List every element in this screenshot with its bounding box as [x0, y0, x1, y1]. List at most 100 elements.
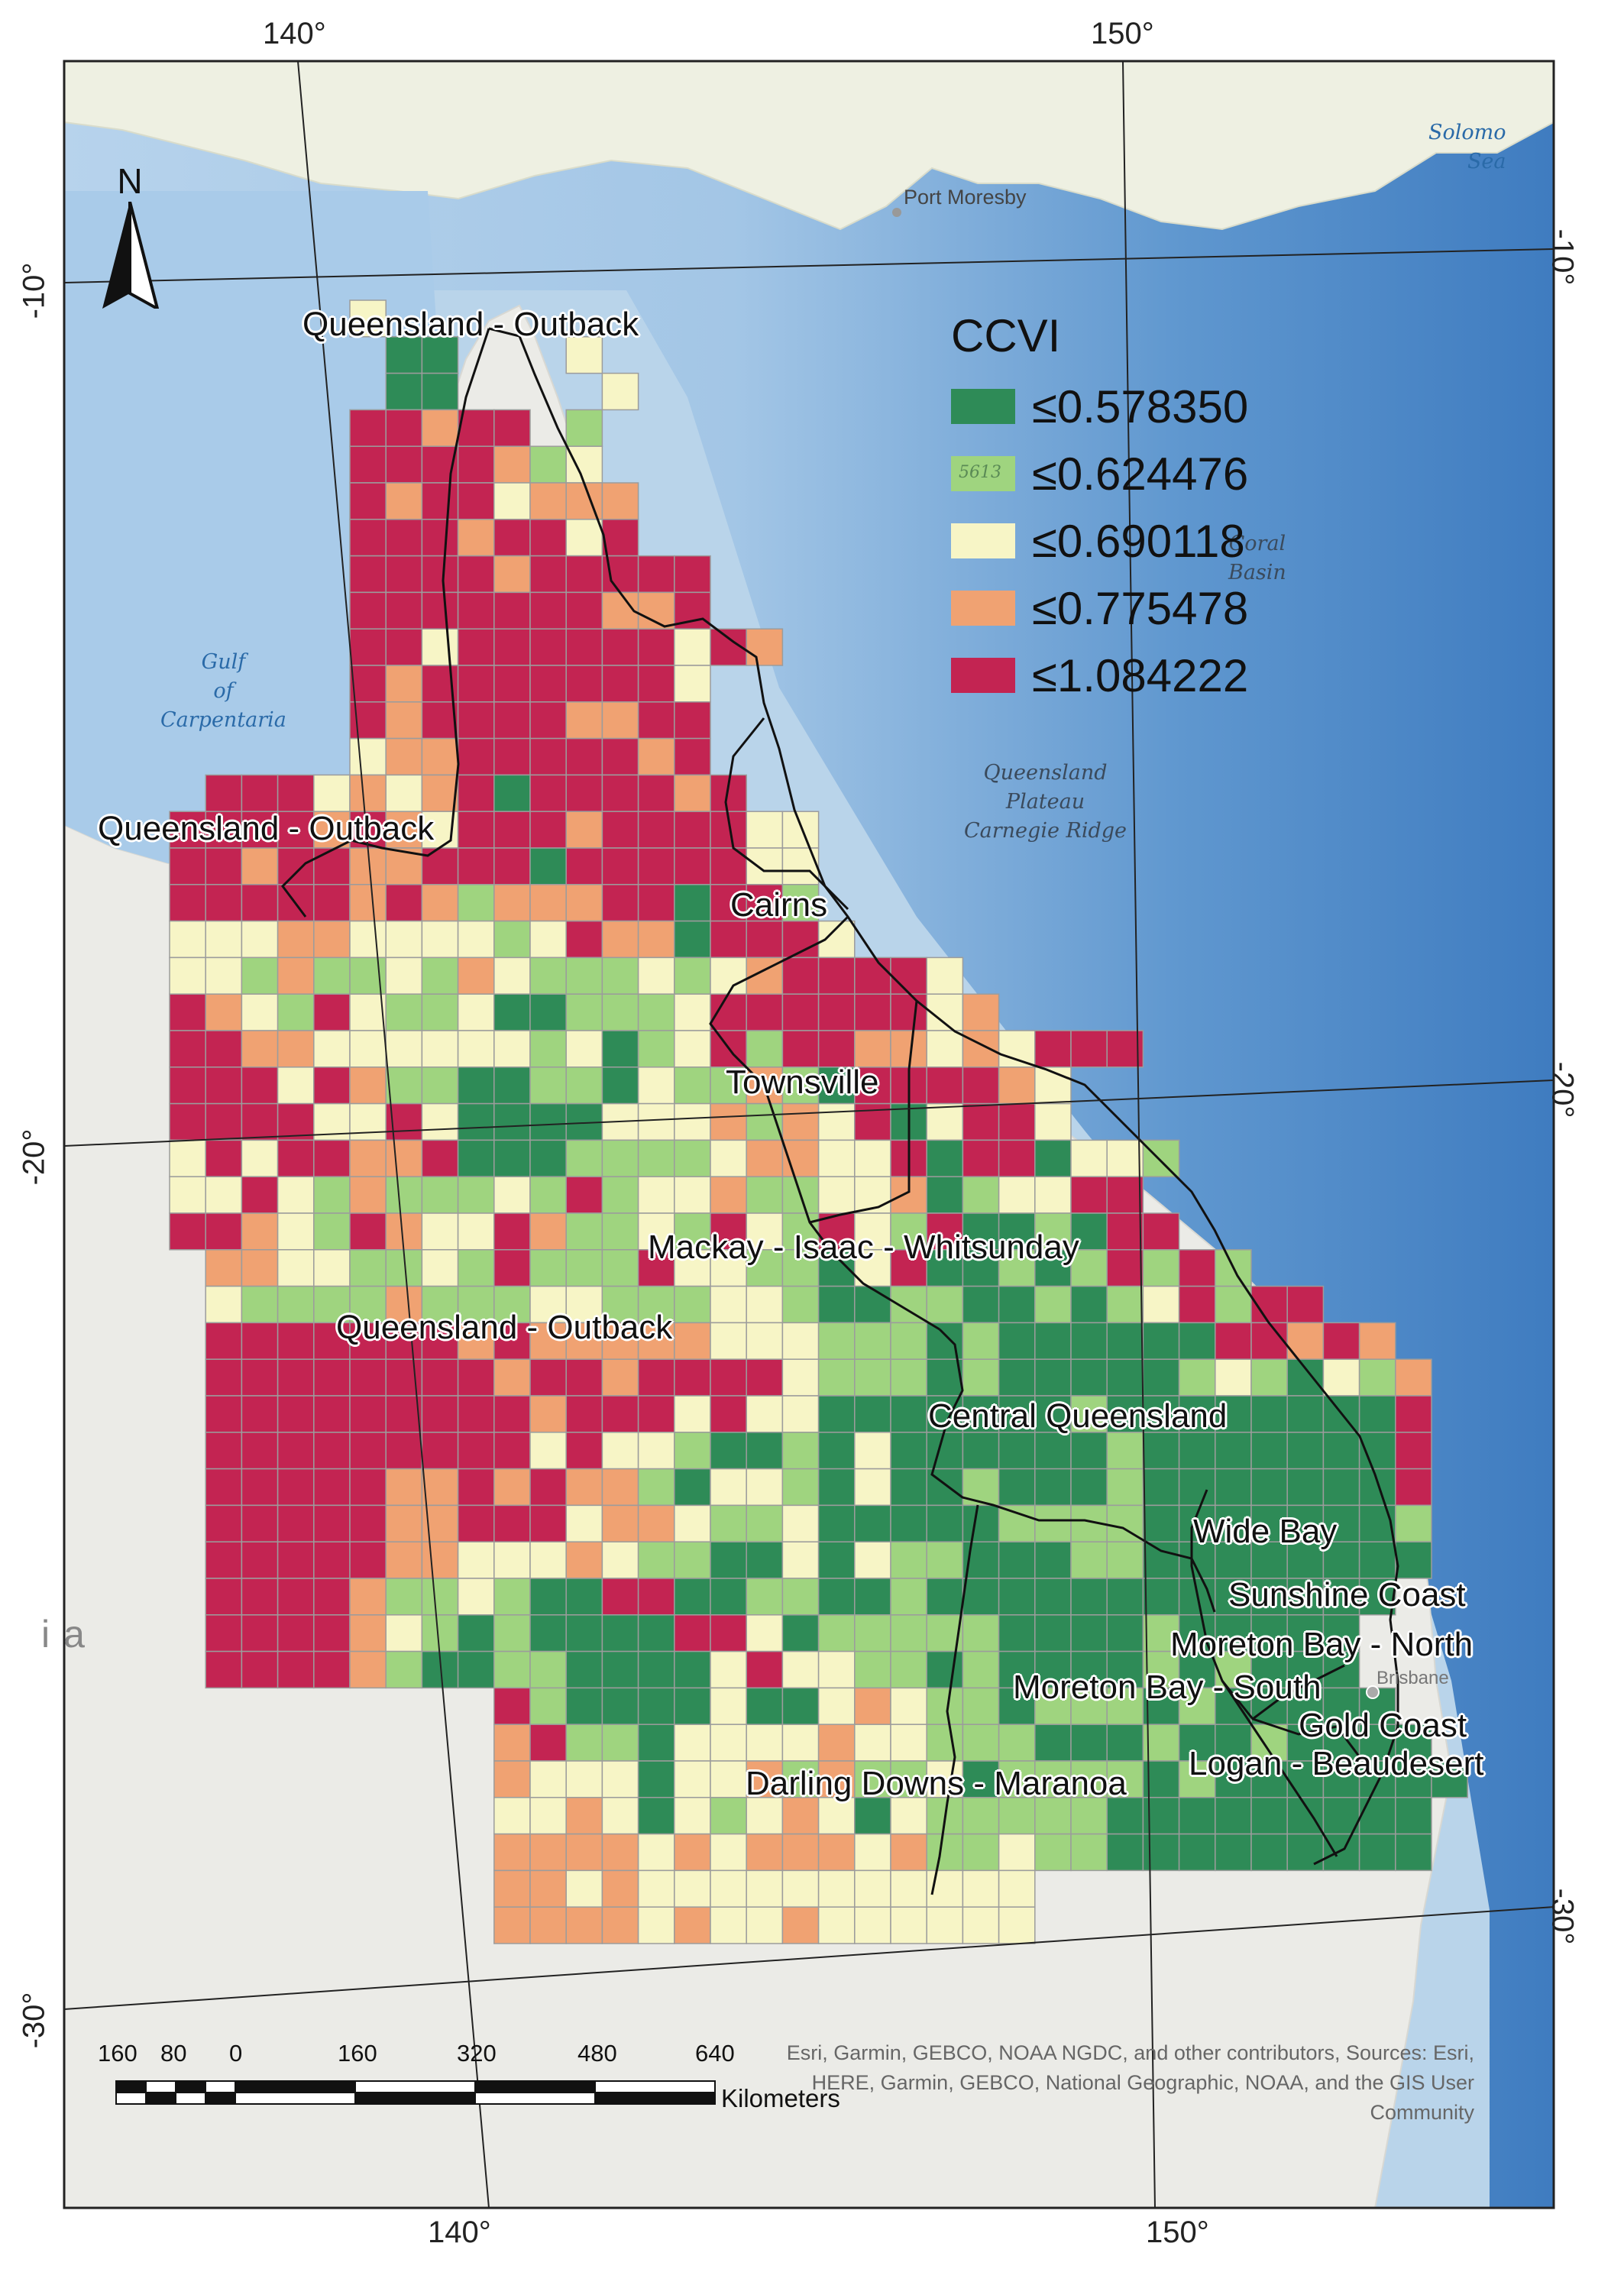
grid-cell — [1215, 1358, 1252, 1397]
grid-cell — [1034, 1797, 1072, 1835]
grid-cell — [710, 1102, 747, 1141]
grid-cell — [601, 1614, 639, 1652]
grid-cell — [1142, 1139, 1180, 1177]
grid-cell — [1178, 1650, 1216, 1689]
grid-cell — [565, 1285, 603, 1324]
grid-cell — [962, 1322, 1000, 1360]
gulf-water — [64, 191, 443, 917]
grid-cell — [962, 1906, 1000, 1944]
grid-cell — [313, 1358, 351, 1397]
grid-cell — [637, 993, 675, 1031]
grid-cell — [565, 1869, 603, 1908]
grid-cell — [637, 555, 675, 594]
grid-cell — [710, 920, 747, 959]
legend-title: CCVI — [951, 310, 1061, 361]
grid-cell — [1142, 1468, 1180, 1507]
grid-cell — [817, 1322, 856, 1360]
grid-cell — [674, 1139, 711, 1177]
grid-cell — [385, 409, 423, 447]
grid-cell — [241, 1432, 279, 1470]
grid-cell — [674, 1067, 711, 1105]
grid-cell — [385, 1541, 423, 1579]
grid-cell — [421, 737, 459, 776]
grid-cell — [1034, 1139, 1072, 1177]
legend-swatch-text: 5613 — [959, 463, 1001, 482]
grid-cell — [1322, 1358, 1360, 1397]
grid-cell — [565, 1687, 603, 1725]
grid-cell — [1286, 1504, 1325, 1542]
grid-cell — [962, 1285, 1000, 1324]
new-guinea-landmass — [63, 60, 1554, 231]
grid-cell — [817, 1176, 856, 1214]
grid-cell — [781, 1833, 820, 1872]
grid-cell — [1250, 1468, 1288, 1507]
grid-cell — [1106, 1833, 1144, 1872]
grid-cell — [1142, 1249, 1180, 1287]
grid-cell — [493, 1395, 531, 1433]
grid-cell — [1034, 1432, 1072, 1470]
grid-cell — [1395, 1724, 1432, 1762]
grid-cell — [1215, 1578, 1252, 1616]
grid-cell — [674, 811, 711, 849]
grid-cell — [998, 1906, 1036, 1944]
legend-item: ≤1.084222 — [951, 642, 1248, 709]
region-label-townsville: Townsville — [726, 1063, 879, 1101]
grid-cell — [1106, 1212, 1144, 1251]
grid-cell — [710, 1358, 747, 1397]
grid-cell — [421, 1578, 459, 1616]
grid-cell — [457, 884, 495, 922]
grid-cell — [349, 665, 387, 703]
grid-cell — [457, 1504, 495, 1542]
grid-cell — [710, 1724, 747, 1762]
grid-cell — [710, 1395, 747, 1433]
grid-cell — [637, 1249, 675, 1287]
grid-cell — [601, 1139, 639, 1177]
grid-cell — [1142, 1833, 1180, 1872]
grid-cell — [746, 1139, 784, 1177]
grid-cell — [241, 1578, 279, 1616]
grid-cell — [962, 1650, 1000, 1689]
grid-cell — [385, 591, 423, 630]
grid-cell — [349, 1102, 387, 1141]
grid-cell — [169, 1067, 206, 1105]
grid-cell — [313, 1139, 351, 1177]
grid-cell — [1395, 1833, 1432, 1872]
grid-cell — [493, 1797, 531, 1835]
grid-cell — [637, 1102, 675, 1141]
grid-cell — [890, 1322, 927, 1360]
grid-cell — [277, 1614, 315, 1652]
grid-cell — [565, 1614, 603, 1652]
grid-cell — [421, 1432, 459, 1470]
grid-cell — [421, 847, 459, 885]
grid-cell — [781, 1724, 820, 1762]
grid-cell — [674, 701, 711, 740]
grid-cell — [1034, 1030, 1072, 1068]
grid-cell — [674, 1614, 711, 1652]
grid-cell — [781, 1395, 820, 1433]
grid-cell — [601, 1760, 639, 1798]
grid-cell — [926, 1285, 964, 1324]
grid-cell — [1215, 1797, 1252, 1835]
grid-cell — [674, 1358, 711, 1397]
grid-cell — [313, 920, 351, 959]
grid-cell — [1106, 1285, 1144, 1324]
region-label-gold-coast: Gold Coast — [1299, 1707, 1467, 1744]
grid-cell — [890, 1249, 927, 1287]
grid-cell — [1215, 1285, 1252, 1324]
grid-cell — [529, 1504, 567, 1542]
grid-cell — [277, 1139, 315, 1177]
grid-cell — [529, 1030, 567, 1068]
grid-cell — [601, 1687, 639, 1725]
scale-bar-segment — [115, 2092, 147, 2105]
grid-cell — [1178, 1285, 1216, 1324]
grid-cell — [385, 1030, 423, 1068]
grid-cell — [493, 993, 531, 1031]
grid-cell — [385, 956, 423, 995]
grid-cell — [385, 1285, 423, 1324]
grid-cell — [710, 1285, 747, 1324]
grid-cell — [529, 737, 567, 776]
grid-cell — [1286, 1833, 1325, 1872]
grid-cell — [241, 1614, 279, 1652]
grid-cell — [565, 1322, 603, 1360]
grid-cell — [385, 628, 423, 666]
